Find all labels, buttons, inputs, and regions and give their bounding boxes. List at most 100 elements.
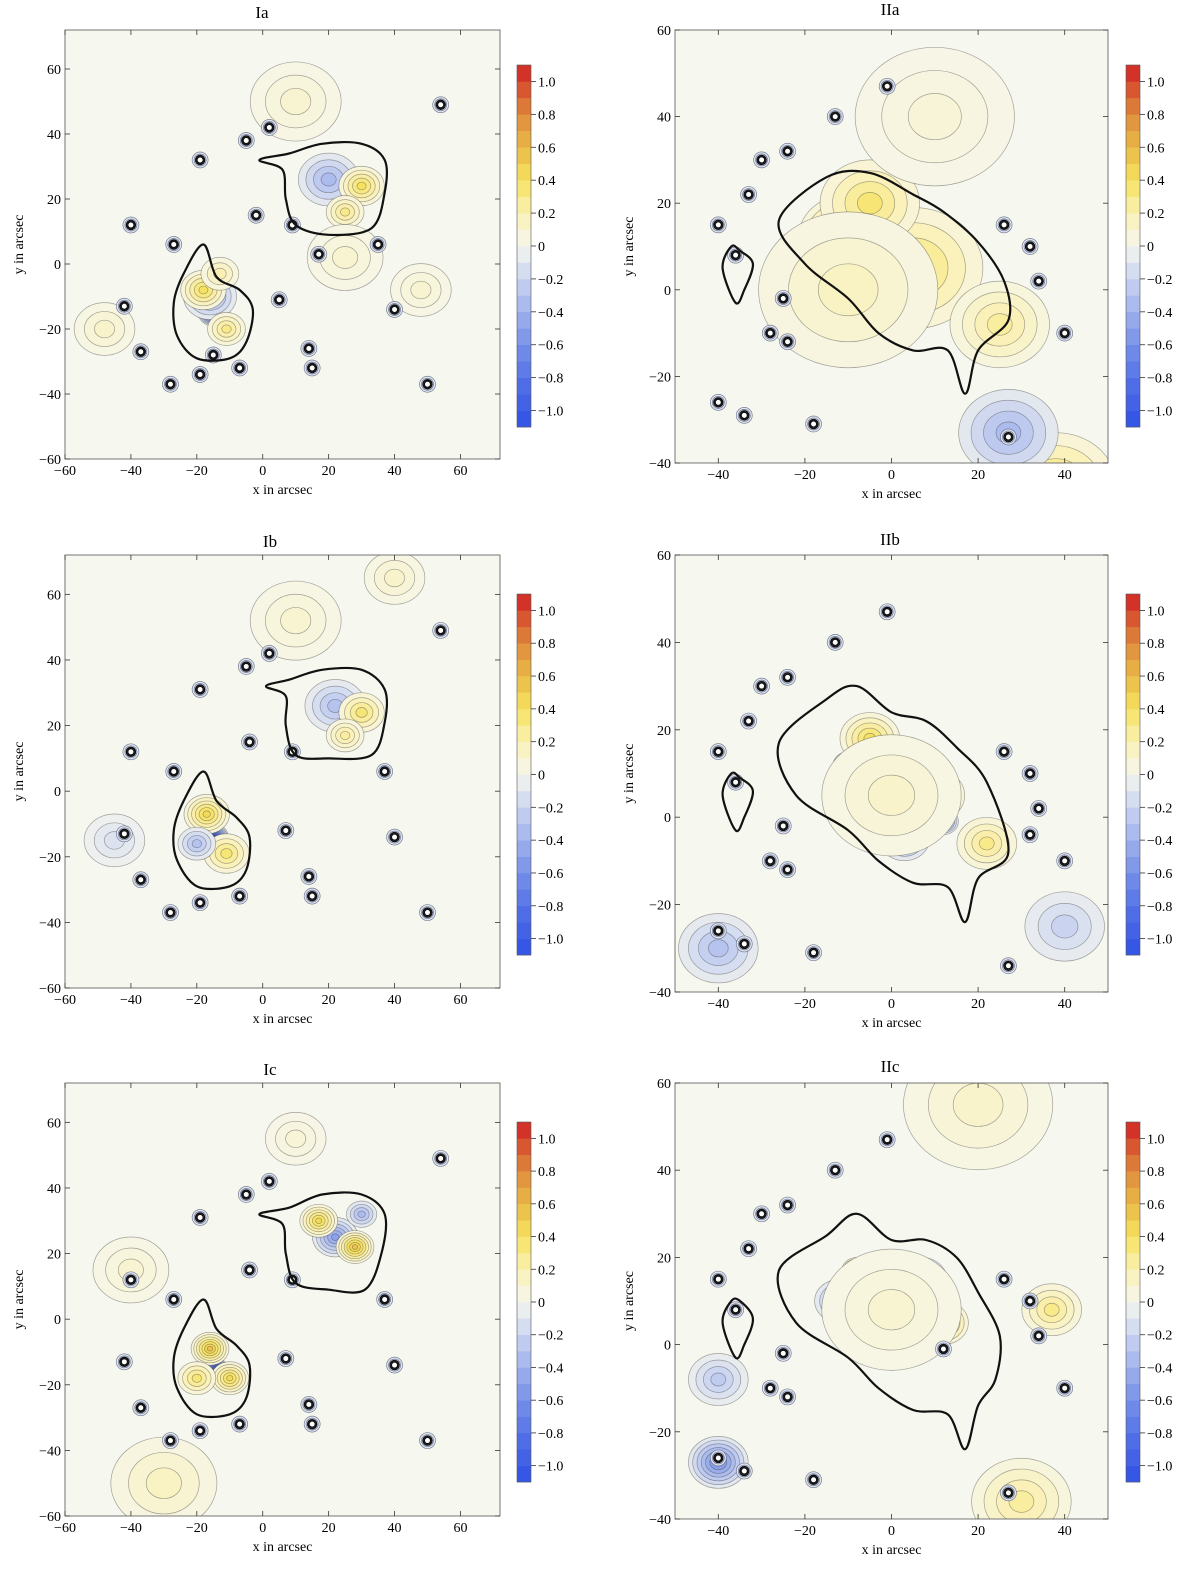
colorbar-band [1126,823,1140,841]
y-tick-label: 60 [47,63,61,78]
colorbar-tick-label: −0.4 [538,1361,563,1376]
x-axis-label: x in arcsec [253,1540,313,1555]
y-axis-label: y in arcsec [622,744,637,804]
y-tick-label: 40 [657,111,671,126]
colorbar-band [1126,643,1140,660]
colorbar-band [1126,1416,1140,1434]
point-source [1026,242,1034,251]
y-tick-label: 20 [47,720,61,735]
point-source [744,1244,753,1253]
x-tick-label: 40 [1058,468,1072,483]
panel-title: IIc [881,1057,900,1076]
colorbar-tick-label: 0 [1147,1296,1154,1311]
colorbar-band [517,872,531,890]
point-source [783,1393,792,1401]
y-tick-label: −20 [649,370,671,385]
colorbar-band [1126,229,1140,247]
point-source [136,1403,145,1412]
colorbar-band [1126,377,1140,395]
colorbar-band [1126,1220,1140,1237]
point-source [1004,961,1013,970]
x-tick-label: −60 [54,1521,76,1536]
colorbar-tick-label: 1.0 [1147,604,1165,619]
colorbar-band [517,1367,531,1385]
point-source [281,1354,290,1363]
colorbar-band [517,594,531,611]
critical-curve [721,244,755,305]
colorbar-tick-label: −0.4 [1147,306,1172,321]
colorbar-tick-label: 1.0 [538,75,556,90]
colorbar-band [1126,872,1140,890]
critical-curve [721,1297,755,1360]
point-source [731,778,740,787]
colorbar-band [517,676,531,693]
contour-level [315,1217,323,1224]
y-tick-label: 40 [47,654,61,669]
point-source [809,948,818,957]
colorbar-band [517,1351,531,1368]
x-axis-label: x in arcsec [862,1016,922,1031]
point-source [766,857,775,865]
x-tick-label: −60 [54,993,76,1008]
point-source [757,1209,766,1218]
point-source [831,1166,840,1175]
point-source [423,1436,432,1445]
point-source [120,829,129,838]
colorbar-band [1126,65,1140,82]
contour-level [280,607,312,635]
y-tick-label: 0 [664,811,671,826]
colorbar-band [517,856,531,874]
point-source [1060,329,1069,337]
point-source [1034,1331,1043,1340]
panel-Ic: −60 −40 −20 0 20 40 60 −60 −40 −20 0 20 40 60 x in arc… [12,1060,563,1555]
colorbar-tick-label: 0.4 [538,1231,556,1246]
colorbar-band [517,1154,531,1172]
plot-frame [64,29,501,460]
point-source [731,251,740,260]
point-source [196,898,205,907]
colorbar-tick-label: 0 [538,1296,545,1311]
critical-curve [172,770,252,891]
colorbar-tick-label: 0.6 [1147,670,1165,685]
x-axis-label: x in arcsec [253,483,313,498]
x-tick-label: 0 [888,997,895,1012]
colorbar-band [517,196,531,214]
critical-curve [721,771,755,833]
y-tick-label: 0 [54,1313,61,1328]
colorbar-tick-label: 0.4 [538,703,556,718]
colorbar-band [1126,1269,1140,1286]
colorbar-tick-label: −0.6 [1147,339,1172,354]
colorbar-band [517,213,531,230]
colorbar-band [1126,311,1140,329]
colorbar-tick-label: 1.0 [1147,75,1165,90]
contour-level [978,836,995,851]
point-source [242,662,251,671]
y-axis-label: y in arcsec [12,215,27,275]
y-tick-label: 20 [47,1248,61,1263]
point-source [1000,220,1008,229]
colorbar-band [517,229,531,247]
colorbar-band [1126,905,1140,923]
colorbar-tick-label: 0.2 [538,1263,556,1278]
plot-area [688,1083,1082,1519]
colorbar-band [1126,741,1140,759]
point-source [242,1190,251,1199]
critical-curve [172,243,255,362]
point-source [169,767,178,776]
colorbar-band [1126,774,1140,792]
point-source [127,221,135,229]
colorbar-band [517,889,531,907]
colorbar-band [1126,180,1140,197]
colorbar-band [1126,1383,1140,1401]
colorbar-band [517,1187,531,1205]
colorbar-tick-label: −0.6 [538,867,563,882]
panel-Ib: −60 −40 −20 0 20 40 60 −60 −40 −20 0 20 40 60 x in arc… [12,532,563,1027]
y-tick-label: −60 [39,982,61,997]
colorbar-band [517,361,531,378]
contour-level [1043,1302,1060,1317]
contour-level [221,324,232,334]
colorbar-tick-label: −0.2 [538,273,563,288]
colorbar-band [517,922,531,939]
colorbar-tick-label: 0.6 [538,670,556,685]
point-source [714,1275,723,1284]
